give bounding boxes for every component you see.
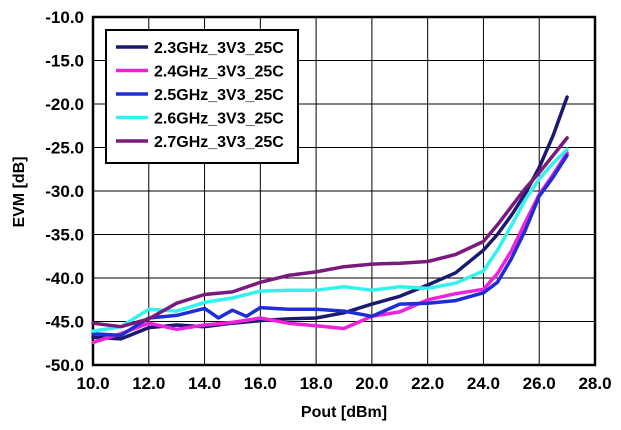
x-tick-label: 22.0 xyxy=(411,374,444,393)
y-tick-label: -30.0 xyxy=(45,182,84,201)
x-tick-label: 12.0 xyxy=(132,374,165,393)
y-tick-label: -45.0 xyxy=(45,313,84,332)
series-line-2.3GHz_3V3_25C xyxy=(91,95,569,341)
x-tick-label: 26.0 xyxy=(523,374,556,393)
x-tick-label: 20.0 xyxy=(355,374,388,393)
x-tick-label: 24.0 xyxy=(467,374,500,393)
x-tick-label: 14.0 xyxy=(188,374,221,393)
legend-label: 2.6GHz_3V3_25C xyxy=(154,111,284,128)
series-line-2.6GHz_3V3_25C xyxy=(91,147,569,333)
series-line-2.5GHz_3V3_25C xyxy=(91,153,569,338)
x-tick-label: 18.0 xyxy=(300,374,333,393)
y-tick-label: -15.0 xyxy=(45,52,84,71)
legend-label: 2.4GHz_3V3_25C xyxy=(154,64,284,81)
plot-area-frame xyxy=(91,15,597,367)
series-line-2.7GHz_3V3_25C xyxy=(91,136,569,329)
y-tick-label: -25.0 xyxy=(45,139,84,158)
x-tick-label: 10.0 xyxy=(76,374,109,393)
y-tick-label: -20.0 xyxy=(45,95,84,114)
x-axis-title: Pout [dBm] xyxy=(301,404,387,421)
x-axis-tick-labels: 10.0 12.0 14.0 16.0 18.0 20.0 22.0 24.0 26.0 28.0 xyxy=(76,374,611,393)
legend-label: 2.3GHz_3V3_25C xyxy=(154,40,284,57)
legend: 2.3GHz_3V3_25C 2.4GHz_3V3_25C 2.5GHz_3V3_2… xyxy=(105,29,299,164)
x-tick-label: 28.0 xyxy=(578,374,611,393)
y-axis-title: EVM [dB] xyxy=(11,156,28,227)
series-lines xyxy=(91,95,569,345)
x-tick-label: 16.0 xyxy=(244,374,277,393)
y-tick-label: -10.0 xyxy=(45,8,84,27)
y-axis-tick-labels: -10.0 -15.0 -20.0 -25.0 -30.0 -35.0 -40.0 -45.0… xyxy=(45,8,84,375)
legend-label: 2.5GHz_3V3_25C xyxy=(154,87,284,104)
y-tick-label: -50.0 xyxy=(45,356,84,375)
legend-label: 2.7GHz_3V3_25C xyxy=(154,134,284,151)
y-tick-label: -40.0 xyxy=(45,269,84,288)
y-tick-label: -35.0 xyxy=(45,226,84,245)
